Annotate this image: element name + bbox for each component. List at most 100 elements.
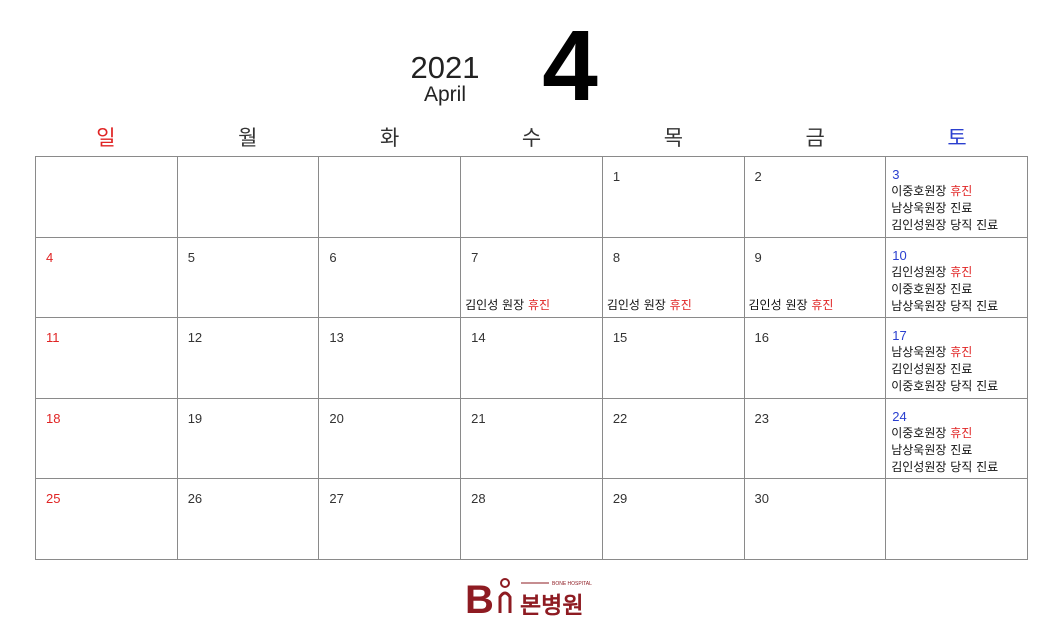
day-number: 13 (329, 330, 344, 346)
day-number: 28 (471, 491, 486, 507)
day-number: 25 (46, 491, 61, 507)
logo-b-glyph: B (465, 578, 494, 617)
schedule-line: 남상욱원장 당직 진료 (891, 298, 999, 313)
day-number: 11 (46, 330, 60, 346)
day-number: 27 (329, 491, 344, 507)
schedule-notes: 김인성원장 휴진 이중호원장 진료 남상욱원장 당직 진료 (891, 264, 998, 315)
day-cell: 24 이중호원장 휴진 남상욱원장 진료 김인성원장 당직 진료 (885, 397, 1028, 480)
day-number: 17 (892, 328, 907, 344)
schedule-line: 김인성 원장 휴진 (465, 296, 550, 313)
day-cell: 22 (601, 397, 745, 480)
doctor-name: 김인성 원장 (606, 298, 670, 313)
schedule-line: 김인성원장 진료 (891, 362, 973, 377)
day-number: 4 (46, 249, 54, 265)
day-number: 14 (471, 330, 486, 346)
weekday-header-row: 일 월 화 수 목 금 토 (35, 120, 1028, 156)
weekday-sunday: 일 (96, 126, 116, 150)
schedule-notes: 이중호원장 휴진 남상욱원장 진료 김인성원장 당직 진료 (891, 425, 998, 476)
day-cell: 4 (35, 236, 178, 319)
day-number: 3 (892, 167, 900, 182)
week-row: 4 5 6 7 김인성 원장 휴진 8 김인성 원장 휴진 9 김인성 원장 휴… (35, 236, 1028, 319)
weekday-thursday: 목 (663, 126, 684, 150)
day-cell: 1 (601, 156, 745, 238)
day-cell: 26 (176, 478, 320, 560)
day-cell: 30 (743, 478, 887, 560)
day-cell: 7 김인성 원장 휴진 (460, 236, 603, 319)
schedule-line: 김인성원장 당직 진료 (891, 459, 999, 474)
empty-day-cell (318, 156, 462, 238)
day-cell: 16 (743, 317, 887, 399)
week-row: 1 2 3 이중호원장 휴진 남상욱원장 진료 김인성원장 당직 진료 (35, 156, 1028, 238)
doctor-name: 이중호원장 (891, 184, 951, 198)
empty-day-cell (176, 156, 320, 238)
day-cell: 13 (318, 317, 462, 399)
day-number: 23 (754, 410, 769, 426)
day-number: 8 (612, 249, 621, 265)
logo-subtitle: BONE HOSPITAL (552, 581, 592, 587)
logo-name: 본병원 (520, 593, 583, 617)
day-cell: 9 김인성 원장 휴진 (743, 236, 887, 319)
schedule-line: 이중호원장 진료 (891, 281, 973, 296)
day-number: 26 (187, 491, 203, 507)
day-cell: 19 (176, 397, 320, 480)
doctor-name: 김인성 원장 (748, 298, 812, 313)
week-row: 25 26 27 28 29 30 (35, 478, 1028, 560)
weekday-saturday: 토 (947, 126, 967, 150)
day-cell: 28 (460, 478, 603, 560)
day-number: 15 (612, 330, 628, 346)
schedule-line: 남상욱원장 진료 (891, 201, 973, 215)
day-cell: 29 (601, 478, 745, 560)
schedule-notes: 남상욱원장 휴진 김인성원장 진료 이중호원장 당직 진료 (891, 344, 998, 395)
closed-label: 휴진 (950, 264, 973, 279)
day-number: 2 (754, 169, 762, 184)
weekday-tuesday: 화 (379, 126, 400, 150)
weekday-wednesday: 수 (521, 126, 542, 150)
calendar-month-number: 4 (542, 10, 598, 122)
weekday-monday: 월 (238, 126, 258, 150)
doctor-name: 이중호원장 (891, 425, 951, 440)
day-number: 6 (329, 249, 337, 265)
schedule-line: 김인성원장 당직 진료 (891, 218, 999, 232)
day-cell: 20 (318, 397, 462, 480)
week-row: 11 12 13 14 15 16 17 남상욱원장 휴진 김인성원장 진료 이… (35, 317, 1028, 399)
schedule-line: 김인성 원장 휴진 (607, 296, 692, 313)
day-number: 29 (612, 491, 628, 507)
day-number: 18 (46, 410, 61, 426)
day-number: 24 (892, 408, 907, 424)
day-cell: 11 (35, 317, 178, 399)
day-number: 12 (187, 330, 203, 346)
closed-label: 휴진 (811, 298, 834, 313)
day-number: 21 (471, 410, 486, 426)
day-cell: 21 (460, 397, 603, 480)
calendar-grid: 1 2 3 이중호원장 휴진 남상욱원장 진료 김인성원장 당직 진료 4 5 … (35, 156, 1028, 560)
day-cell: 10 김인성원장 휴진 이중호원장 진료 남상욱원장 당직 진료 (885, 236, 1028, 319)
day-cell: 3 이중호원장 휴진 남상욱원장 진료 김인성원장 당직 진료 (885, 156, 1028, 238)
schedule-line: 이중호원장 당직 진료 (891, 379, 999, 394)
schedule-line: 김인성원장 휴진 (891, 264, 998, 281)
day-number: 20 (329, 410, 344, 426)
day-cell: 8 김인성 원장 휴진 (601, 236, 745, 319)
day-cell: 17 남상욱원장 휴진 김인성원장 진료 이중호원장 당직 진료 (885, 317, 1028, 399)
empty-day-cell (885, 478, 1028, 560)
closed-label: 휴진 (950, 184, 973, 198)
day-number: 5 (187, 249, 195, 265)
day-number: 9 (754, 249, 762, 265)
weekday-friday: 금 (805, 126, 825, 150)
day-number: 19 (187, 410, 203, 426)
day-number: 16 (754, 330, 769, 346)
calendar-month-name: April (423, 83, 466, 106)
empty-day-cell (35, 156, 178, 238)
schedule-line: 이중호원장 휴진 (891, 425, 998, 442)
day-cell: 12 (176, 317, 320, 399)
schedule-line: 남상욱원장 휴진 (891, 344, 998, 361)
schedule-line: 남상욱원장 진료 (891, 442, 973, 457)
doctor-name: 김인성 원장 (465, 298, 528, 313)
closed-label: 휴진 (669, 298, 692, 313)
closed-label: 휴진 (527, 298, 551, 313)
closed-label: 휴진 (950, 425, 973, 440)
schedule-line: 이중호원장 휴진 (891, 183, 998, 200)
day-number: 10 (892, 247, 907, 263)
day-number: 30 (754, 491, 769, 507)
day-number: 1 (612, 169, 621, 184)
day-cell: 23 (743, 397, 887, 480)
